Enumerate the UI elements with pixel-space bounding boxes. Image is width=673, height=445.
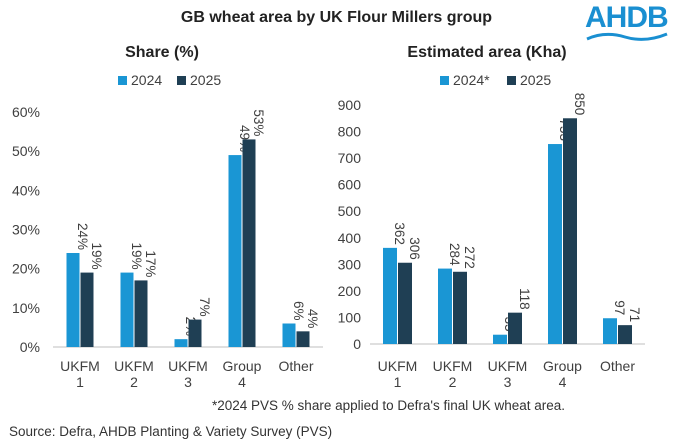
chart1-ytick-label: 20% <box>12 261 40 277</box>
chart2-bar-1-3 <box>493 334 507 344</box>
chart2-legend-swatch-2 <box>507 76 516 85</box>
chart1-category-label: UKFM <box>114 358 154 374</box>
chart2-legend-label-2: 2025 <box>520 72 551 88</box>
chart2-data-label-2-3: 118 <box>517 288 532 310</box>
chart2-legend-swatch-1 <box>440 76 449 85</box>
chart2-bar-2-5 <box>618 325 632 344</box>
chart2-bar-1-5 <box>603 318 617 344</box>
chart2-ytick-label: 300 <box>338 256 362 272</box>
chart1-ytick-label: 40% <box>12 182 40 198</box>
chart2-category-label: UKFM <box>433 358 473 374</box>
chart1-bar-2-2 <box>134 280 148 347</box>
chart2-bar-1-4 <box>548 144 562 344</box>
chart-main-title: GB wheat area by UK Flour Millers group <box>180 9 493 26</box>
chart1-legend-label-2: 2025 <box>190 72 221 88</box>
chart1-category-label: Group <box>223 358 262 374</box>
chart2-data-label-2-1: 306 <box>407 237 422 260</box>
chart2-data-label-2-2: 272 <box>462 246 477 269</box>
chart1-legend-label-1: 2024 <box>131 72 162 88</box>
chart1-category-label: Other <box>278 358 313 374</box>
chart1-category-label: 4 <box>238 374 246 390</box>
chart2-data-label-1-1: 362 <box>392 222 407 245</box>
chart2-bar-2-2 <box>453 271 467 344</box>
chart1-ytick-label: 60% <box>12 104 40 120</box>
chart1-ytick-label: 50% <box>12 143 40 159</box>
chart2-ytick-label: 400 <box>338 230 362 246</box>
chart2-data-label-1-5: 97 <box>612 300 627 315</box>
chart2-bar-2-1 <box>398 262 412 344</box>
chart2-category-label: Group <box>543 358 582 374</box>
chart2-ytick-label: 500 <box>338 203 362 219</box>
chart2-category-label: UKFM <box>378 358 418 374</box>
chart2-ytick-label: 700 <box>338 150 362 166</box>
chart1-bar-2-4 <box>242 139 256 347</box>
chart2-category-label: 1 <box>394 374 402 390</box>
logo-wave-icon <box>586 32 668 41</box>
chart1-bar-2-5 <box>296 331 310 347</box>
chart2-bar-2-3 <box>508 312 522 344</box>
chart1-ytick-label: 0% <box>20 339 40 355</box>
chart1-data-label-1-5: 6% <box>291 301 306 321</box>
chart2-ytick-label: 900 <box>338 97 362 113</box>
chart1-legend-swatch-1 <box>118 76 127 85</box>
chart2-data-label-2-4: 850 <box>572 93 587 116</box>
chart2-title: Estimated area (Kha) <box>407 44 566 61</box>
chart1-bar-2-3 <box>188 319 202 347</box>
chart2-data-label-2-5: 71 <box>627 307 642 322</box>
chart1-title: Share (%) <box>125 44 199 61</box>
chart1-category-label: 2 <box>130 374 138 390</box>
chart1-data-label-2-2: 17% <box>143 250 158 277</box>
chart2-category-label: 4 <box>559 374 567 390</box>
chart2-category-label: Other <box>600 358 635 374</box>
chart1-data-label-2-3: 7% <box>197 297 212 317</box>
chart2-bar-2-4 <box>563 118 577 345</box>
chart1-ytick-label: 10% <box>12 300 40 316</box>
chart1-data-label-2-5: 4% <box>305 309 320 329</box>
chart1-data-label-1-1: 24% <box>75 223 90 250</box>
logo-text: AHDB <box>585 1 669 34</box>
chart1-bar-1-3 <box>174 339 188 347</box>
chart2-category-label: UKFM <box>488 358 528 374</box>
chart2-category-label: 3 <box>504 374 512 390</box>
chart1-data-label-1-2: 19% <box>129 243 144 270</box>
chart2-data-label-1-2: 284 <box>447 243 462 266</box>
chart2-category-label: 2 <box>449 374 457 390</box>
chart1-ytick-label: 30% <box>12 222 40 238</box>
footnote: *2024 PVS % share applied to Defra's fin… <box>212 398 566 413</box>
chart2-ytick-label: 100 <box>338 309 362 325</box>
chart2-bar-1-1 <box>383 247 397 344</box>
chart1-data-label-2-4: 53% <box>251 109 266 136</box>
chart1-category-label: 1 <box>76 374 84 390</box>
chart1-data-label-2-1: 19% <box>89 243 104 270</box>
chart1-category-label: UKFM <box>168 358 208 374</box>
chart1-bar-1-1 <box>66 253 80 347</box>
chart1-bar-1-5 <box>282 323 296 347</box>
chart2-ytick-label: 800 <box>338 124 362 140</box>
chart1-bar-1-4 <box>228 155 242 347</box>
chart2-legend-label-1: 2024* <box>453 72 490 88</box>
chart1-bar-1-2 <box>120 272 134 347</box>
chart2-ytick-label: 0 <box>353 336 361 352</box>
chart2-ytick-label: 200 <box>338 283 362 299</box>
chart1-bar-2-1 <box>80 272 94 347</box>
chart1-category-label: 3 <box>184 374 192 390</box>
chart2-bar-1-2 <box>438 268 452 344</box>
chart1-legend-swatch-2 <box>177 76 186 85</box>
source-note: Source: Defra, AHDB Planting & Variety S… <box>9 424 333 439</box>
chart1-category-label: UKFM <box>60 358 100 374</box>
chart2-ytick-label: 600 <box>338 177 362 193</box>
ahdb-logo: AHDB <box>585 1 669 45</box>
